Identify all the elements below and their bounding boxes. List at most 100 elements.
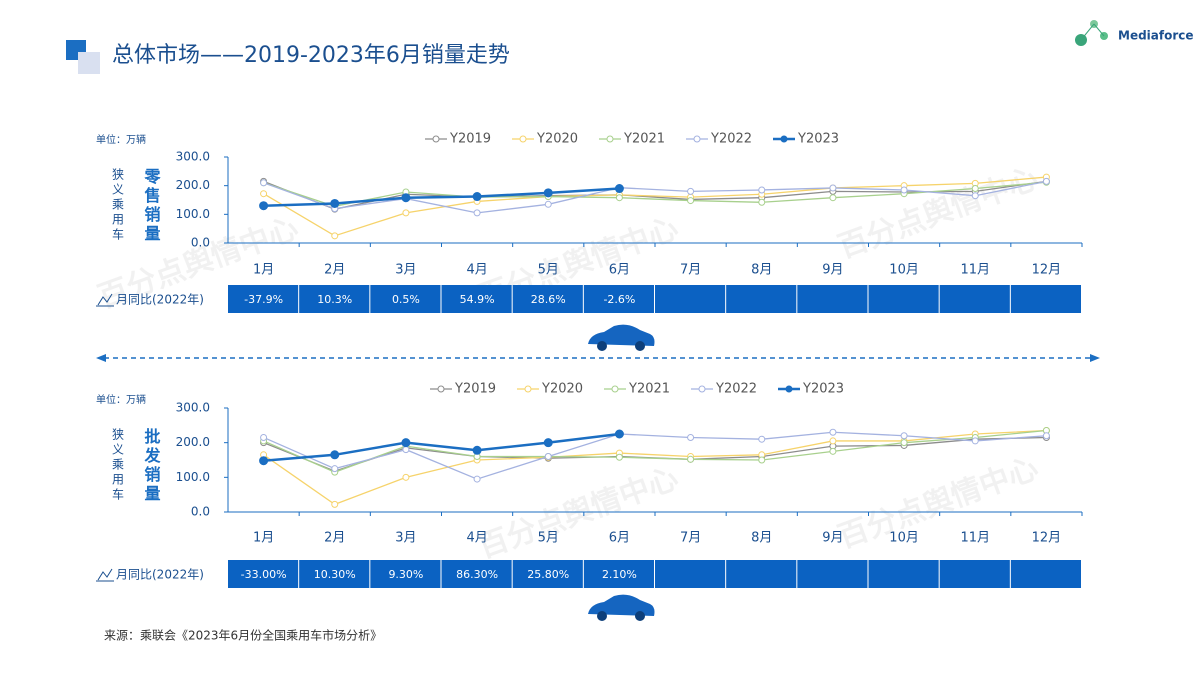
x-tick-label: 10月 [889,263,919,278]
point [543,188,553,198]
point [614,429,624,439]
point [473,475,481,483]
series-line [263,429,1047,506]
point [829,447,837,455]
x-tick-label: 1月 [253,531,274,546]
point [829,428,837,436]
x-tick-label: 4月 [466,531,487,546]
point [687,455,695,463]
y-tick-label: 200.0 [176,435,210,449]
y-tick-label: 100.0 [176,470,210,484]
side-label: 狭义乘用车 [111,428,125,503]
point [971,437,979,445]
y-tick-label: 0.0 [191,505,210,519]
point [758,186,766,194]
x-tick-label: 3月 [395,531,416,546]
point [544,200,552,208]
point [473,209,481,217]
point [402,209,410,217]
point [614,184,624,194]
point [472,445,482,455]
yoy-cell [583,560,654,588]
yoy-cell [228,285,299,313]
x-tick-label: 3月 [395,263,416,278]
yoy-cell [868,560,939,588]
legend-label: Y2023 [797,132,839,147]
chart-title: 零售销量 [142,168,162,244]
legend-label: Y2021 [628,382,670,397]
unit-label: 单位：万辆 [96,393,146,406]
unit-label: 单位：万辆 [96,133,146,146]
x-tick-label: 8月 [751,263,772,278]
point [829,184,837,192]
point [544,453,552,461]
divider-arrow [96,354,106,362]
series-line [263,431,1047,480]
point [687,187,695,195]
yoy-value: -37.9% [244,293,283,306]
yoy-value: -2.6% [603,293,635,306]
yoy-cell [797,560,868,588]
point [758,456,766,464]
point [401,438,411,448]
x-tick-label: 4月 [466,263,487,278]
yoy-value: -33.00% [241,568,287,581]
point [829,437,837,445]
legend-label: Y2019 [449,132,491,147]
watermark: 百分点舆情中心 [834,161,1043,266]
yoy-cell [797,285,868,313]
x-tick-label: 11月 [960,263,990,278]
yoy-cell [583,285,654,313]
yoy-value: 10.3% [317,293,352,306]
yoy-value: 25.80% [527,568,569,581]
x-tick-label: 5月 [538,531,559,546]
yoy-value: 0.5% [392,293,420,306]
yoy-cell [228,560,299,588]
legend-marker [437,385,445,393]
x-tick-label: 8月 [751,531,772,546]
y-tick-label: 100.0 [176,207,210,221]
legend-label: Y2019 [454,382,496,397]
point [260,190,268,198]
yoy-value: 54.9% [460,293,495,306]
yoy-cell [441,560,512,588]
title-icon [78,52,100,74]
point [758,435,766,443]
point [687,197,695,205]
x-tick-label: 7月 [680,263,701,278]
series-line [263,187,620,207]
x-tick-label: 5月 [538,263,559,278]
point [260,433,268,441]
point [1042,177,1050,185]
point [758,198,766,206]
yoy-label: 月同比(2022年) [116,293,204,307]
yoy-cell [512,560,583,588]
series-line [263,181,1047,207]
x-tick-label: 12月 [1032,531,1062,546]
x-tick-label: 1月 [253,263,274,278]
yoy-cell [370,560,441,588]
side-label: 狭义乘用车 [111,168,125,243]
legend-marker [524,385,532,393]
logo-icon [1075,20,1108,46]
car-icon [588,594,655,621]
legend-marker [432,135,440,143]
yoy-value: 9.30% [388,568,423,581]
yoy-cell [726,560,797,588]
point [1042,432,1050,440]
point [331,465,339,473]
yoy-label: 月同比(2022年) [116,568,204,582]
legend-label: Y2023 [802,382,844,397]
yoy-cell [868,285,939,313]
x-tick-label: 6月 [609,263,630,278]
legend-marker [785,385,793,393]
legend-marker [693,135,701,143]
divider-arrow [1090,354,1100,362]
point [615,194,623,202]
yoy-cell [939,285,1010,313]
legend-label: Y2022 [715,382,757,397]
legend-label: Y2022 [710,132,752,147]
legend-marker [611,385,619,393]
x-tick-label: 2月 [324,531,345,546]
y-tick-label: 300.0 [176,401,210,415]
